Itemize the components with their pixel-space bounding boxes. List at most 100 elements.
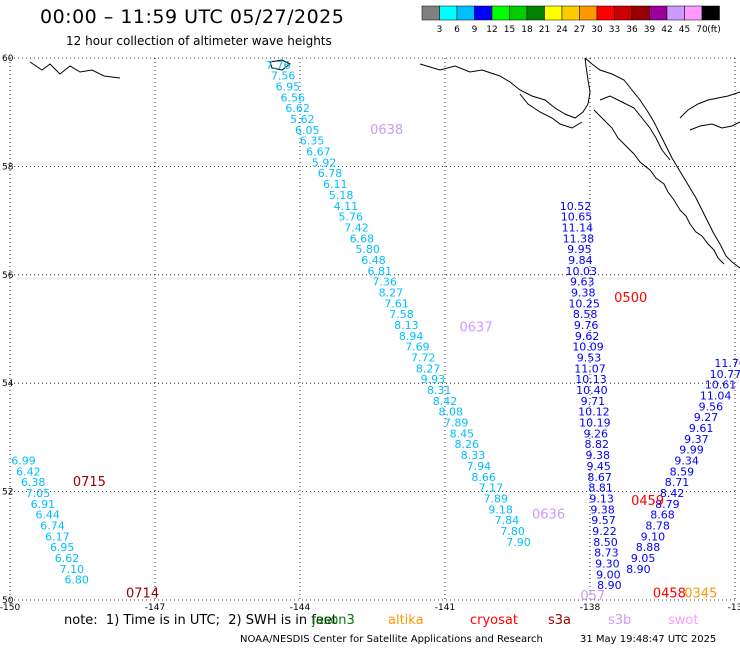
swh-value: 9.27 — [694, 411, 719, 424]
swh-value: 10.40 — [576, 384, 608, 397]
y-tick-label: 60 — [2, 54, 14, 64]
satellite-legend-cryosat: cryosat — [470, 613, 518, 628]
colorbar-label: 30 — [591, 25, 603, 35]
swh-value: 9.18 — [488, 503, 513, 516]
swh-value: 9.22 — [592, 525, 617, 538]
colorbar-swatch — [649, 5, 668, 21]
pass-time-label: 0636 — [532, 508, 565, 523]
colorbar-swatch — [474, 5, 493, 21]
colorbar-label: 70 — [696, 25, 708, 35]
x-tick-label: -141 — [435, 603, 455, 613]
colorbar-label: 42 — [661, 25, 672, 35]
swh-value: 6.44 — [35, 509, 60, 522]
colorbar-swatch — [596, 5, 615, 21]
colorbar-swatch — [491, 5, 510, 21]
swh-value: 6.35 — [300, 135, 325, 148]
swh-value: 8.94 — [399, 330, 424, 343]
pass-time-labels: 0715071406380637063605000459045803440345… — [73, 123, 718, 604]
y-tick-label: 52 — [2, 488, 13, 498]
pass-time-label: 0714 — [126, 586, 159, 601]
swh-value: 8.88 — [636, 541, 661, 554]
swh-value: 7.58 — [389, 308, 414, 321]
colorbar-label: 12 — [486, 25, 497, 35]
swh-value: 9.57 — [591, 514, 616, 527]
pass-time-label: 0345 — [684, 586, 717, 601]
colorbar-swatch — [526, 5, 545, 21]
swh-value: 9.56 — [699, 400, 724, 413]
swh-value: 8.59 — [670, 465, 695, 478]
alaska-coastline — [29, 57, 740, 269]
colorbar-swatch — [684, 5, 703, 21]
swh-value: 10.19 — [579, 417, 611, 430]
swh-value: 11.14 — [562, 221, 594, 234]
swh-value: 10.25 — [568, 297, 600, 310]
lat-lon-grid — [9, 57, 736, 601]
swh-value: 6.62 — [55, 552, 80, 565]
swh-value: 9.45 — [586, 460, 611, 473]
swh-value: 7.89 — [484, 492, 509, 505]
swh-value: 11.38 — [563, 232, 595, 245]
swh-value: 8.90 — [597, 579, 622, 592]
swh-value: 7.69 — [405, 341, 430, 354]
swh-value: 9.05 — [631, 552, 656, 565]
swh-value: 8.58 — [573, 308, 598, 321]
swh-value: 6.56 — [281, 91, 306, 104]
y-tick-label: 54 — [2, 379, 14, 389]
swh-value: 8.26 — [455, 438, 480, 451]
satellite-legend-s3a: s3a — [548, 613, 572, 628]
colorbar-swatch — [701, 5, 720, 21]
swh-value: 9.38 — [571, 286, 596, 299]
swh-value: 6.05 — [295, 124, 320, 137]
swh-value: 9.00 — [596, 568, 621, 581]
swh-value: 8.79 — [655, 498, 680, 511]
swh-value: 7.89 — [444, 417, 469, 430]
colorbar-label: 27 — [574, 25, 585, 35]
swh-value: 6.68 — [350, 232, 375, 245]
swh-value: 8.90 — [626, 563, 651, 576]
x-tick-label: -13 — [728, 603, 740, 613]
swh-value: 11.70 — [714, 357, 740, 370]
swh-value: 9.53 — [577, 352, 602, 365]
axis-tick-labels: -150 -147 -144 -141 -138 -13 50 52 54 56 58 60 — [0, 54, 740, 613]
color-scale-bar: 3 6 9 12 15 18 21 24 27 30 33 36 39 42 45 70 (ft) — [421, 5, 721, 35]
colorbar-swatch — [544, 5, 563, 21]
swh-value: 6.74 — [40, 520, 65, 533]
swh-value: 7.61 — [384, 297, 409, 310]
swh-value: 10.61 — [705, 379, 737, 392]
swh-value: 8.13 — [394, 319, 419, 332]
colorbar-label: 36 — [626, 25, 638, 35]
swh-value: 5.76 — [339, 211, 364, 224]
colorbar-swatch — [631, 5, 650, 21]
pass-time-label: 0459 — [631, 494, 664, 509]
swh-value: 8.73 — [594, 547, 619, 560]
colorbar-swatch — [439, 5, 458, 21]
swh-value: 7.80 — [500, 525, 525, 538]
swh-value: 8.66 — [471, 471, 496, 484]
colorbar-swatch — [421, 5, 440, 21]
colorbar-label: 9 — [472, 25, 478, 35]
swh-value: 10.77 — [710, 368, 740, 381]
colorbar-swatch — [666, 5, 685, 21]
swh-value: 6.48 — [361, 254, 386, 267]
y-tick-label: 50 — [2, 596, 14, 606]
swh-value: 4.11 — [334, 200, 359, 213]
swh-value: 8.31 — [427, 384, 452, 397]
wave-height-points: 6.996.426.387.056.916.446.746.176.956.62… — [11, 59, 740, 592]
footnote: note: 1) Time is in UTC; 2) SWH is in fe… — [64, 613, 337, 628]
colorbar-label: 15 — [504, 25, 515, 35]
swh-value: 10.03 — [566, 265, 598, 278]
x-tick-label: -144 — [290, 603, 311, 613]
swh-value: 6.78 — [318, 167, 343, 180]
swh-value: 9.38 — [590, 503, 615, 516]
swh-value: 9.99 — [679, 444, 704, 457]
swh-value: 9.61 — [689, 422, 714, 435]
colorbar-unit: (ft) — [707, 25, 721, 35]
pass-time-label: 0638 — [370, 123, 403, 138]
swh-value: 7.10 — [60, 563, 85, 576]
swh-value: 6.80 — [64, 574, 89, 587]
swh-value: 7.36 — [372, 276, 397, 289]
swh-value: 9.76 — [574, 319, 599, 332]
colorbar-label: 45 — [679, 25, 690, 35]
swh-value: 6.81 — [368, 265, 393, 278]
swh-value: 10.13 — [575, 373, 607, 386]
